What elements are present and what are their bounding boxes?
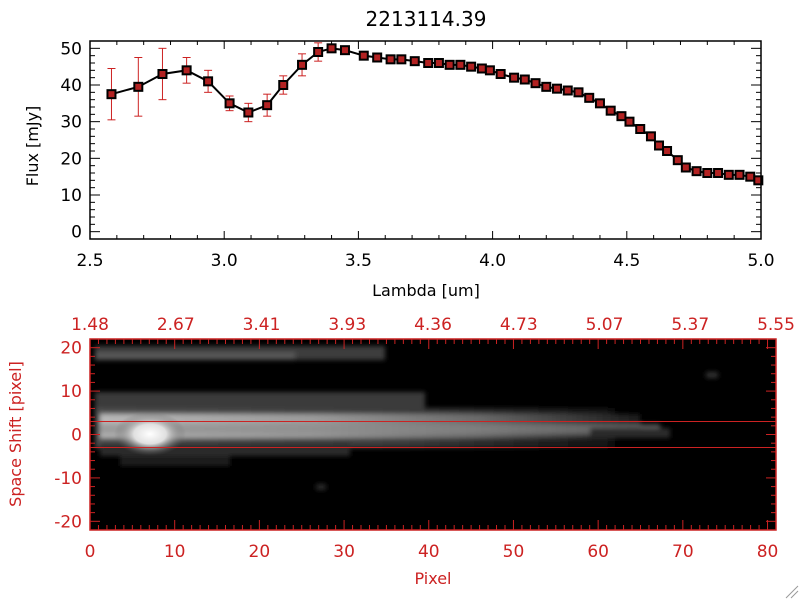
data-point	[203, 76, 214, 87]
x-tick-label: 4.5	[613, 251, 640, 271]
data-point	[573, 87, 584, 98]
top-axis-label: 2.67	[157, 315, 195, 335]
y-tick-label: 20	[60, 149, 82, 169]
data-point	[672, 155, 683, 166]
data-point	[519, 74, 530, 85]
data-point	[133, 81, 144, 92]
data-point	[444, 59, 455, 70]
y-tick-label: 10	[60, 186, 82, 206]
y-tick-label: 20	[60, 339, 82, 359]
data-point	[358, 50, 369, 61]
data-point	[455, 59, 466, 70]
top-axis-label: 4.36	[414, 315, 452, 335]
data-point	[509, 72, 520, 83]
plot-frame	[89, 40, 762, 240]
x-tick-label: 80	[757, 542, 779, 562]
y-tick-label: 0	[71, 223, 82, 243]
data-point	[409, 56, 420, 67]
data-point	[243, 107, 254, 118]
data-point	[635, 124, 646, 134]
data-point	[396, 54, 407, 65]
chart-title: 2213114.39	[366, 7, 487, 31]
data-point	[181, 65, 192, 76]
data-point	[723, 169, 734, 180]
y-tick-label: 10	[60, 382, 82, 402]
top-axis-label: 5.55	[757, 315, 795, 335]
data-point	[262, 100, 273, 111]
data-point	[157, 69, 168, 79]
data-point	[562, 85, 573, 96]
y-tick-label: 30	[60, 113, 82, 133]
heatmap-image	[90, 339, 776, 530]
data-point	[372, 52, 383, 63]
data-point	[654, 140, 665, 151]
data-point	[541, 81, 552, 92]
x-tick-label: 50	[503, 542, 525, 562]
data-point	[313, 47, 324, 57]
data-point	[702, 168, 713, 178]
x-tick-label: 20	[249, 542, 271, 562]
x-tick-label: 10	[164, 542, 186, 562]
resize-grip-icon[interactable]	[785, 585, 799, 599]
data-point	[326, 43, 337, 54]
data-point	[616, 111, 627, 122]
data-point	[385, 54, 396, 65]
data-point	[433, 58, 444, 68]
data-point	[594, 98, 605, 109]
top-axis-label: 4.73	[500, 315, 538, 335]
data-point	[605, 105, 616, 116]
data-point	[552, 83, 563, 94]
data-point	[624, 116, 635, 127]
heatmap-x-axis-label: Pixel	[414, 569, 451, 588]
data-point	[423, 58, 434, 68]
y-tick-label: 40	[60, 76, 82, 96]
x-tick-label: 3.5	[345, 251, 372, 271]
spectral-image-panel: 0 10 20 30 40 50 60 70 80 1.48 2.67 3.41 3.93 4.36 4.7…	[6, 315, 795, 588]
data-point	[745, 171, 756, 182]
heatmap-frame	[89, 338, 777, 531]
top-axis-label: 5.37	[671, 315, 709, 335]
spectrum-line	[111, 47, 759, 182]
data-point	[713, 168, 724, 178]
data-point	[530, 78, 541, 89]
x-tick-label: 0	[85, 542, 96, 562]
x-tick-label: 60	[587, 542, 609, 562]
data-point	[339, 45, 350, 56]
top-axis-label: 3.93	[328, 315, 366, 335]
data-point	[495, 69, 506, 79]
y-tick-label: 50	[60, 39, 82, 59]
x-tick-label: 70	[672, 542, 694, 562]
x-tick-label: 5.0	[747, 251, 774, 271]
data-point	[584, 92, 595, 103]
data-point	[484, 65, 495, 76]
x-tick-label: 3.0	[211, 251, 238, 271]
x-tick-label: 2.5	[76, 251, 103, 271]
x-axis-label: Lambda [um]	[372, 281, 480, 300]
x-tick-label: 30	[333, 542, 355, 562]
spectrum-chart: 2213114.39 Lambda [um] Flux [mJy] 2.5 3.0…	[23, 7, 775, 300]
data-point	[662, 146, 673, 156]
x-tick-label: 4.0	[479, 251, 506, 271]
y-tick-label: 0	[71, 426, 82, 446]
data-point	[476, 63, 487, 74]
y-tick-label: -10	[54, 469, 82, 489]
y-tick-label: -20	[54, 512, 82, 532]
heatmap-y-axis-label: Space Shift [pixel]	[6, 361, 25, 507]
data-point	[106, 89, 117, 100]
x-tick-label: 40	[418, 542, 440, 562]
top-axis-label: 3.41	[243, 315, 281, 335]
data-point	[297, 59, 308, 70]
top-axis-label: 5.07	[586, 315, 624, 335]
data-point	[753, 175, 764, 186]
y-axis-label: Flux [mJy]	[23, 106, 42, 187]
data-point	[691, 166, 702, 177]
data-point	[734, 169, 745, 180]
data-point	[466, 61, 477, 72]
data-point	[680, 162, 691, 173]
data-point	[224, 98, 235, 109]
data-point	[278, 80, 289, 90]
data-point	[645, 131, 656, 142]
top-axis-label: 1.48	[71, 315, 109, 335]
